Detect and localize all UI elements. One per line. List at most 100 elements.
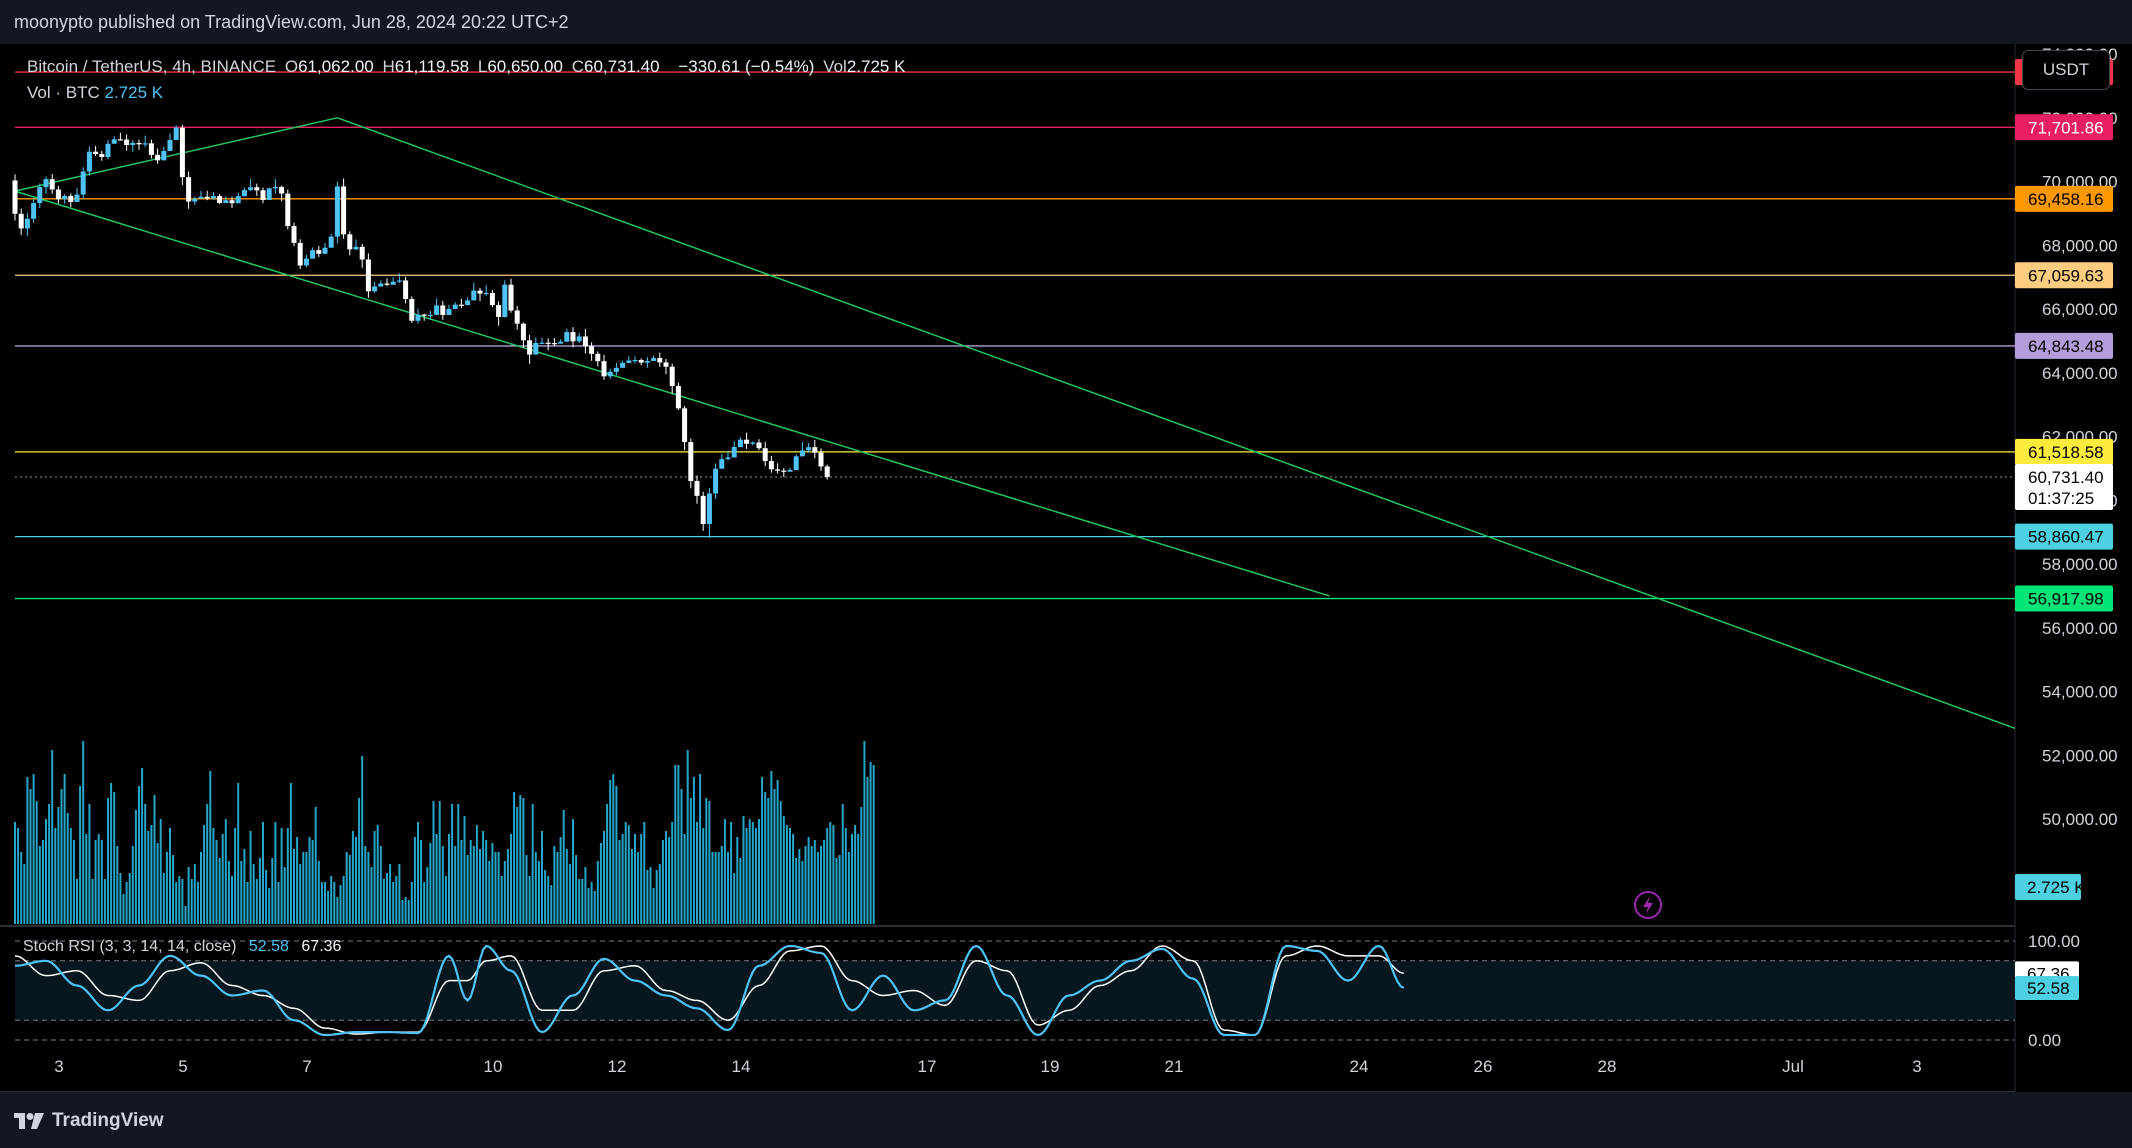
price-tick-label: 68,000.00 <box>2042 236 2118 255</box>
price-tick-label: 58,000.00 <box>2042 555 2118 574</box>
candle <box>421 313 427 321</box>
volume-bar <box>801 861 804 924</box>
volume-bar <box>172 855 175 924</box>
volume-bar <box>727 852 729 924</box>
candle-body <box>378 283 384 287</box>
volume-bar <box>395 876 398 924</box>
volume-bar <box>795 858 798 924</box>
candle <box>638 358 644 366</box>
volume-bar <box>17 828 20 924</box>
volume-bar <box>482 831 485 924</box>
volume-bar <box>665 831 667 924</box>
candle <box>768 455 774 473</box>
volume-bar <box>751 822 754 924</box>
volume-bar <box>54 828 57 924</box>
candle-body <box>713 468 719 494</box>
volume-bar <box>147 831 150 924</box>
candle-body <box>489 292 495 306</box>
volume-bar <box>516 807 519 924</box>
candle-body <box>117 139 123 141</box>
tradingview-logo[interactable]: TradingView <box>14 1110 164 1132</box>
candle <box>762 441 768 467</box>
candle <box>750 441 756 446</box>
volume-bar <box>742 816 745 924</box>
volume-bar <box>324 882 326 924</box>
candle <box>582 328 588 354</box>
volume-bar <box>745 828 748 924</box>
candle <box>31 198 37 223</box>
volume-bars <box>14 741 875 924</box>
price-tick-label: 50,000.00 <box>2042 810 2118 829</box>
candle-body <box>564 332 570 342</box>
candle <box>688 438 694 489</box>
level-tag-1: 71,701.86 <box>2015 114 2113 141</box>
candle-body <box>403 280 409 299</box>
volume-bar <box>32 774 35 924</box>
candle <box>613 362 619 376</box>
time-tick-label: 12 <box>608 1057 627 1076</box>
candle <box>545 338 551 351</box>
volume-bar <box>153 795 156 924</box>
volume-bar <box>69 828 72 924</box>
volume-bar <box>466 855 469 924</box>
candle-body <box>731 447 737 458</box>
volume-bar <box>609 780 612 924</box>
volume-bar <box>134 810 137 924</box>
volume-bar <box>807 837 810 924</box>
level-tag-3: 67,059.63 <box>2015 262 2113 289</box>
volume-bar <box>441 846 444 924</box>
stoch-d-line <box>14 945 1404 1036</box>
volume-bar <box>237 783 240 924</box>
candle-body <box>620 362 626 368</box>
candle-body <box>452 304 458 309</box>
volume-bar <box>262 822 264 924</box>
currency-button[interactable]: USDT <box>2022 50 2110 90</box>
volume-bar <box>141 768 144 924</box>
volume-bar <box>57 807 60 924</box>
volume-bar <box>575 855 578 924</box>
candle-body <box>49 179 55 190</box>
time-tick-label: 26 <box>1474 1057 1493 1076</box>
level-tag-2: 69,458.16 <box>2015 185 2113 212</box>
volume-bar <box>702 828 705 924</box>
candle-body <box>204 196 210 199</box>
chart-area[interactable]: 56,000.0058,000.0060,000.0062,000.0064,0… <box>0 44 2132 1092</box>
open-label: O <box>284 57 299 76</box>
volume-bar <box>696 822 698 924</box>
candle <box>644 357 650 368</box>
candle <box>341 178 347 239</box>
volume-bar <box>407 900 410 924</box>
volume-bar <box>513 792 516 924</box>
candle-body <box>353 246 359 250</box>
volume-row-value: 2.725 K <box>104 83 164 102</box>
candle <box>229 196 235 209</box>
candle-body <box>266 188 272 201</box>
candle <box>142 135 148 148</box>
volume-bar <box>63 774 66 924</box>
volume-bar <box>255 879 258 924</box>
high-value: 61,119.58 <box>394 57 470 76</box>
candle <box>496 301 502 326</box>
candle-body <box>80 171 86 195</box>
volume-bar <box>125 882 128 924</box>
volume-bar <box>209 771 212 924</box>
volume-bar <box>190 879 193 924</box>
candle-body <box>651 358 657 361</box>
time-tick-label: 28 <box>1598 1057 1617 1076</box>
volume-bar <box>578 879 581 924</box>
volume-bar <box>655 870 658 924</box>
volume-bar <box>634 834 636 924</box>
change-value: −330.61 (−0.54%) <box>678 57 815 76</box>
candle <box>217 194 223 205</box>
candle-body <box>37 187 43 204</box>
candle <box>390 277 396 285</box>
volume-bar <box>789 828 791 924</box>
symbol-legend: Bitcoin / TetherUS, 4h, BINANCE O61,062.… <box>27 54 905 106</box>
volume-bar <box>603 831 605 924</box>
candle-body <box>359 246 365 260</box>
stoch-tick-0: 0.00 <box>2028 1031 2061 1050</box>
price-chart[interactable]: 56,000.0058,000.0060,000.0062,000.0064,0… <box>0 44 2132 1092</box>
candle-body <box>241 190 247 197</box>
candle <box>787 467 793 472</box>
volume-bar <box>869 762 872 924</box>
